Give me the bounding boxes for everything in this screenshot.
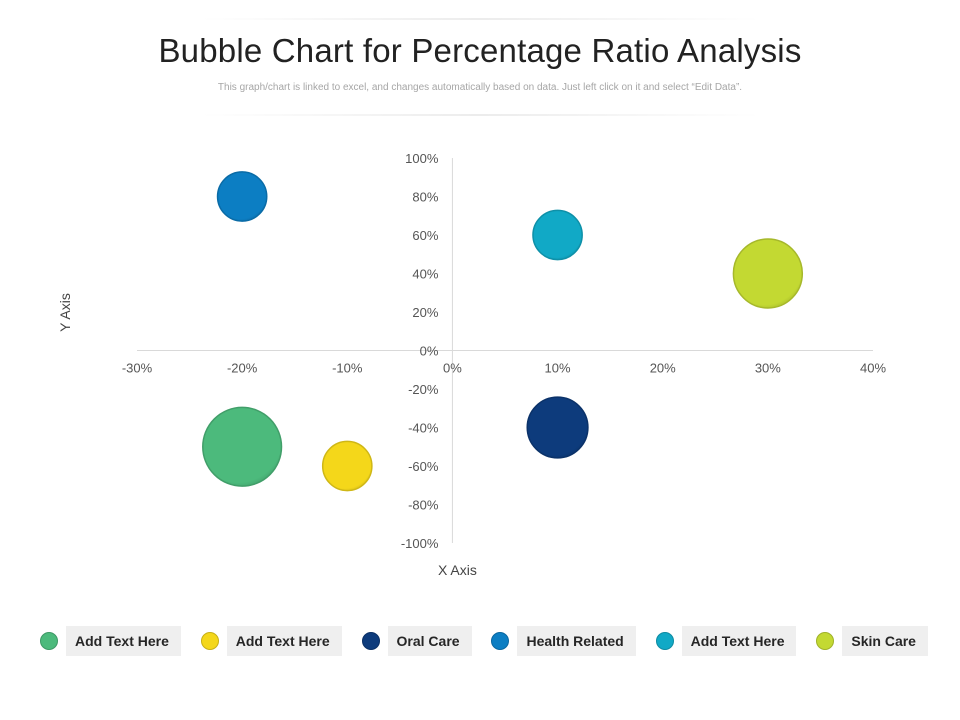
bubble-oral-care-2[interactable] <box>526 396 589 459</box>
x-tick-label: -10% <box>332 361 363 376</box>
legend-item-2[interactable]: Oral Care <box>354 626 472 656</box>
y-tick-label: 80% <box>412 190 438 205</box>
x-axis-title: X Axis <box>438 562 477 578</box>
legend-item-1[interactable]: Add Text Here <box>193 626 342 656</box>
x-tick-label: 0% <box>443 361 462 376</box>
x-tick-label: -30% <box>122 361 153 376</box>
legend-swatch <box>491 632 510 650</box>
y-tick-label: 0% <box>420 344 439 359</box>
x-tick-label: -20% <box>227 361 258 376</box>
x-tick-label: 20% <box>650 361 676 376</box>
y-tick-label: -40% <box>408 421 439 436</box>
header-top-rule <box>200 18 760 20</box>
legend-label: Add Text Here <box>66 626 181 656</box>
legend-swatch <box>40 632 58 650</box>
x-tick-label: 10% <box>545 361 571 376</box>
y-tick-label: 40% <box>412 267 438 282</box>
y-tick-label: 20% <box>412 305 438 320</box>
bubble-chart[interactable]: 100% 80% 60% 40% 20% 0% -20% -40% -60% -80% -100% -… <box>0 0 960 610</box>
chart-title: Bubble Chart for Percentage Ratio Analys… <box>158 32 802 69</box>
legend-label: Health Related <box>517 626 636 656</box>
legend-label: Add Text Here <box>681 626 797 656</box>
bubble-add-text-here-0[interactable] <box>202 406 283 487</box>
y-tick-label: -60% <box>408 459 439 474</box>
header: Bubble Chart for Percentage Ratio Analys… <box>0 0 960 120</box>
y-axis-title: Y Axis <box>57 293 73 332</box>
y-tick-label: -80% <box>408 498 439 513</box>
legend-item-5[interactable]: Skin Care <box>808 626 928 656</box>
bubble-health-related-3[interactable] <box>216 171 268 222</box>
chart-legend: Add Text Here Add Text Here Oral Care Healt… <box>32 626 928 658</box>
bubble-skin-care-5[interactable] <box>732 238 804 309</box>
legend-item-3[interactable]: Health Related <box>483 626 636 656</box>
y-tick-label: 100% <box>405 151 439 166</box>
legend-label: Oral Care <box>387 626 472 656</box>
y-tick-label: 60% <box>412 228 438 243</box>
bubble-add-text-here-4[interactable] <box>532 209 583 261</box>
header-bottom-rule <box>200 114 760 116</box>
legend-swatch <box>816 632 835 650</box>
y-tick-label: -20% <box>408 382 439 397</box>
y-tick-label: -100% <box>401 536 439 551</box>
legend-item-4[interactable]: Add Text Here <box>648 626 797 656</box>
legend-item-0[interactable]: Add Text Here <box>32 626 181 656</box>
legend-label: Add Text Here <box>226 626 342 656</box>
x-tick-label: 30% <box>755 361 781 376</box>
legend-swatch <box>655 632 674 650</box>
legend-swatch <box>361 632 380 650</box>
chart-subtitle: This graph/chart is linked to excel, and… <box>217 82 743 93</box>
x-tick-label: 40% <box>860 361 886 376</box>
legend-swatch <box>200 632 219 650</box>
bubble-add-text-here-1[interactable] <box>321 440 373 492</box>
legend-label: Skin Care <box>842 626 928 656</box>
